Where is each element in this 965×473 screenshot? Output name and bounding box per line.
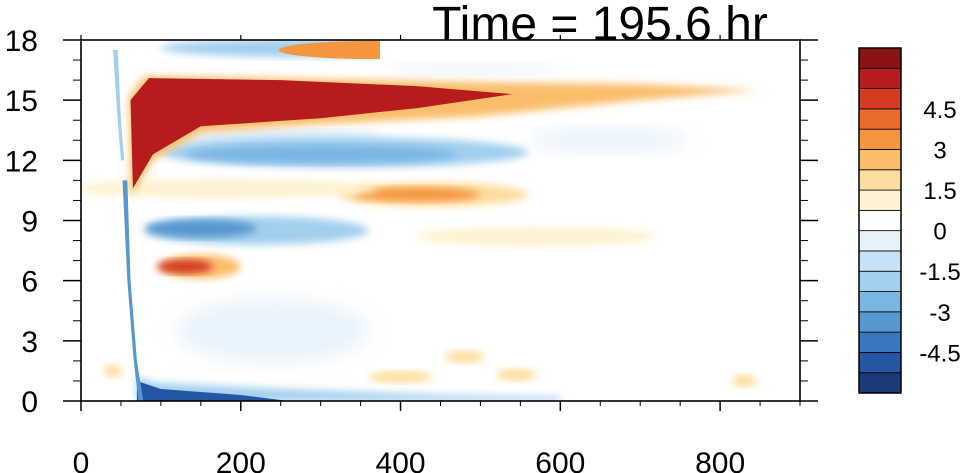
negative-band-12-core xyxy=(184,145,457,164)
x-tick-label: 200 xyxy=(216,447,266,473)
colorbar-swatch xyxy=(858,169,902,191)
title-background xyxy=(380,0,800,62)
background-patch xyxy=(384,62,561,75)
weak-positive-left xyxy=(81,178,378,199)
axes: 0 200 400 600 800 0 3 6 9 12 15 18 xyxy=(5,25,818,473)
y-tick-label: 12 xyxy=(5,145,38,178)
y-tick-label: 0 xyxy=(21,386,38,419)
colorbar-label: -4.5 xyxy=(919,340,960,367)
colorbar-swatch xyxy=(858,67,902,89)
colorbar-swatch xyxy=(858,209,902,232)
colorbar-swatch xyxy=(858,189,902,211)
y-tick-label: 9 xyxy=(21,206,38,239)
surface-negative-outer xyxy=(136,376,561,401)
colorbar: -4.5 -3 -1.5 0 1.5 3 4.5 xyxy=(858,47,961,394)
colorbar-swatch xyxy=(858,331,902,353)
colorbar-swatch xyxy=(858,149,902,171)
colorbar-label: 4.5 xyxy=(923,97,956,124)
colorbar-label: 3 xyxy=(933,137,946,164)
y-tick-label: 3 xyxy=(21,326,38,359)
colorbar-label: -3 xyxy=(929,300,950,327)
vertical-negative-upper xyxy=(112,50,125,161)
positive-blob-core xyxy=(156,259,213,274)
surface-positive-streak xyxy=(496,368,537,381)
heatmap-field xyxy=(81,40,800,401)
background-patch xyxy=(176,298,369,363)
background-patch xyxy=(528,128,689,153)
colorbar-swatch xyxy=(858,230,902,252)
surface-positive-streak xyxy=(444,350,485,363)
colorbar-label: 1.5 xyxy=(923,178,956,205)
vertical-negative-front xyxy=(122,180,144,401)
colorbar-swatch xyxy=(858,291,902,313)
negative-band-8-core xyxy=(144,219,257,238)
colorbar-frame xyxy=(858,47,902,394)
surface-positive-streak xyxy=(368,370,433,383)
surface-negative-core xyxy=(136,380,289,401)
colorbar-swatch xyxy=(858,270,902,292)
colorbar-swatch xyxy=(858,250,902,272)
y-tick-label: 18 xyxy=(5,25,38,58)
weak-positive-band xyxy=(416,226,657,247)
surface-positive-streak xyxy=(103,364,123,377)
colorbar-swatch xyxy=(858,372,902,394)
x-tick-label: 800 xyxy=(695,447,745,473)
y-tick-label: 15 xyxy=(5,85,38,118)
colorbar-swatch xyxy=(858,352,902,374)
surface-positive-streak xyxy=(732,374,757,387)
x-tick-label: 600 xyxy=(535,447,585,473)
colorbar-swatch xyxy=(858,47,902,69)
colorbar-label: 0 xyxy=(933,219,946,246)
colorbar-label: -1.5 xyxy=(919,259,960,286)
colorbar-swatch xyxy=(858,311,902,333)
positive-band-15-core xyxy=(130,78,513,189)
positive-band-10-core xyxy=(352,187,481,202)
y-tick-label: 6 xyxy=(21,266,38,299)
x-tick-label: 400 xyxy=(376,447,426,473)
colorbar-swatch xyxy=(858,88,902,110)
x-tick-label: 0 xyxy=(73,447,90,473)
colorbar-swatch xyxy=(858,108,902,130)
chart-title: Time = 195.6 hr xyxy=(432,0,768,51)
colorbar-swatch xyxy=(858,128,902,150)
